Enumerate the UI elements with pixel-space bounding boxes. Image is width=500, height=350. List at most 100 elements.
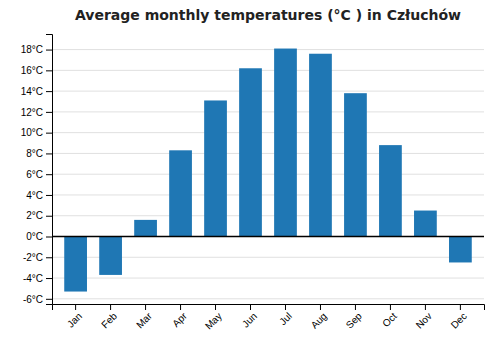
x-tick-mark (215, 304, 216, 310)
y-axis: -6°C -4°C -2°C 0°C 2°C 4°C 6°C 8°C 10°C 12°C 14°C 1… (21, 35, 53, 305)
bars (64, 49, 472, 292)
x-tick: Oct (380, 304, 399, 329)
x-tick-label: Jul (277, 310, 294, 327)
y-tick-mark (46, 174, 52, 175)
x-tick-label: Nov (414, 310, 434, 330)
bar (64, 237, 87, 292)
y-tick: 12°C (21, 107, 52, 118)
chart: -6°C -4°C -2°C 0°C 2°C 4°C 6°C 8°C 10°C 12°C 14°C 1… (0, 0, 500, 350)
y-tick-label: 2°C (26, 210, 43, 221)
bar (204, 100, 227, 236)
y-tick-label: 16°C (21, 65, 43, 76)
y-tick-label: 6°C (26, 169, 43, 180)
y-tick-mark (46, 70, 52, 71)
y-tick: -6°C (23, 294, 52, 305)
x-tick: May (203, 304, 224, 332)
y-tick: -2°C (23, 252, 52, 263)
y-tick: -4°C (23, 273, 52, 284)
y-tick-mark (46, 216, 52, 217)
grid-line (52, 236, 484, 237)
x-tick-label: Jun (240, 310, 259, 329)
y-tick-label: 18°C (21, 44, 43, 55)
x-tick: Apr (170, 304, 189, 329)
x-axis-line (53, 305, 485, 311)
x-tick-mark (390, 304, 391, 310)
x-tick-mark (285, 304, 286, 310)
y-tick: 16°C (21, 65, 52, 76)
bar (169, 150, 192, 236)
y-tick-mark (46, 91, 52, 92)
x-tick: Mar (134, 304, 154, 330)
x-tick-mark (75, 304, 76, 310)
x-tick-label: Apr (170, 310, 189, 329)
x-tick-label: Feb (99, 310, 119, 330)
x-tick-mark (460, 304, 461, 310)
x-tick-label: Dec (449, 310, 469, 330)
y-tick-label: 14°C (21, 86, 43, 97)
x-tick-label: Aug (309, 310, 329, 330)
bar (449, 237, 472, 263)
y-tick-label: 12°C (21, 107, 43, 118)
y-tick-label: 8°C (26, 148, 43, 159)
x-tick: Jun (240, 304, 259, 330)
title: Average monthly temperatures (°C ) in Cz… (75, 7, 461, 23)
y-tick-mark (46, 237, 52, 238)
zero-line (52, 236, 484, 238)
grid-line (52, 111, 484, 112)
plot: -6°C -4°C -2°C 0°C 2°C 4°C 6°C 8°C 10°C 12°C 14°C 1… (21, 35, 485, 332)
y-tick-label: -4°C (23, 273, 43, 284)
bar (239, 68, 262, 236)
y-tick: 10°C (21, 127, 52, 138)
x-tick: Jan (65, 304, 84, 330)
x-tick-mark (180, 304, 181, 310)
bar (99, 237, 122, 275)
bar (274, 49, 297, 237)
y-tick-mark (46, 299, 52, 300)
x-axis: Jan Feb Mar Apr May Jun Jul Aug Sep Oct Nov Dec (53, 304, 485, 332)
y-tick: 2°C (26, 210, 52, 221)
grid-line (52, 153, 484, 154)
x-tick-label: Oct (380, 310, 399, 329)
x-tick-mark (320, 304, 321, 310)
grid-line (52, 298, 484, 299)
x-tick: Jul (277, 304, 294, 327)
y-tick: 18°C (21, 44, 52, 55)
y-tick-label: -6°C (23, 294, 43, 305)
x-tick: Sep (344, 304, 365, 331)
bar (344, 93, 367, 236)
x-tick-mark (110, 304, 111, 310)
x-tick: Aug (309, 304, 329, 331)
grid-line (52, 91, 484, 92)
grid (52, 50, 484, 299)
y-tick: 14°C (21, 86, 52, 97)
bar (379, 145, 402, 236)
grid-line (52, 194, 484, 195)
x-tick: Dec (449, 304, 469, 331)
y-tick-mark (46, 133, 52, 134)
x-tick-mark (250, 304, 251, 310)
x-tick-mark (145, 304, 146, 310)
bar (309, 54, 332, 237)
y-tick-label: 0°C (26, 231, 43, 242)
y-tick-mark (46, 195, 52, 196)
grid-line (52, 174, 484, 175)
x-tick-mark (425, 304, 426, 310)
x-tick: Feb (99, 304, 119, 330)
y-tick-label: 10°C (21, 127, 43, 138)
grid-line (52, 278, 484, 279)
x-tick-label: Mar (134, 310, 154, 330)
x-tick-label: May (203, 310, 224, 331)
y-tick-mark (46, 153, 52, 154)
y-tick-label: 4°C (26, 190, 43, 201)
y-tick: 6°C (26, 169, 52, 180)
grid-line (52, 132, 484, 133)
y-tick-mark (46, 112, 52, 113)
grid-line (52, 49, 484, 50)
y-tick-mark (46, 257, 52, 258)
bar (414, 211, 437, 237)
x-tick: Nov (414, 304, 434, 331)
y-tick: 4°C (26, 190, 52, 201)
y-axis-line (46, 35, 53, 305)
grid-line (52, 70, 484, 71)
y-tick: 0°C (26, 231, 52, 242)
